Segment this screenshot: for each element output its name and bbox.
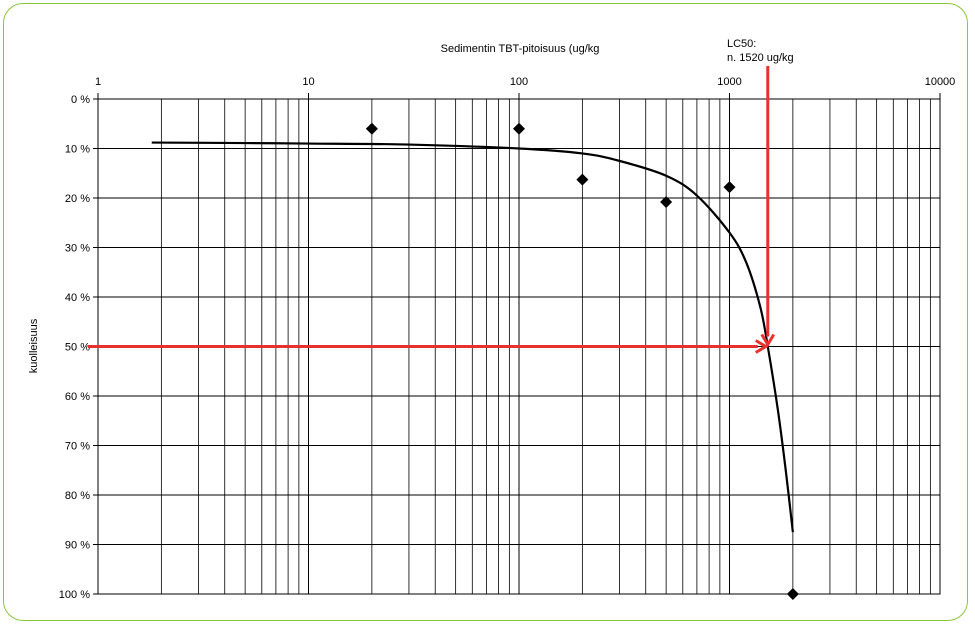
- x-tick-label: 1: [95, 76, 101, 88]
- y-tick-label: 0 %: [71, 94, 90, 106]
- y-tick-label: 40 %: [65, 292, 90, 304]
- lc50-annotation: LC50: n. 1520 ug/kg: [88, 38, 794, 353]
- y-tick-label: 70 %: [65, 441, 90, 453]
- data-point: [787, 588, 799, 600]
- x-tick-label: 10: [302, 76, 314, 88]
- x-tick-label: 100: [510, 76, 528, 88]
- y-tick-label: 30 %: [65, 243, 90, 255]
- data-point: [576, 174, 588, 186]
- x-tick-label: 10000: [925, 76, 956, 88]
- y-tick-label: 90 %: [65, 540, 90, 552]
- y-tick-labels: 0 % 10 % 20 % 30 % 40 % 50 % 60 % 70 % 80 % 90 % 1…: [59, 94, 90, 601]
- x-tick-label: 1000: [717, 76, 741, 88]
- y-tick-label: 20 %: [65, 193, 90, 205]
- y-tick-label: 10 %: [65, 144, 90, 156]
- x-tick-labels: 1 10 100 1000 10000: [95, 76, 955, 99]
- y-tick-label: 60 %: [65, 391, 90, 403]
- y-tick-label: 80 %: [65, 490, 90, 502]
- y-axis-title: kuolleisuus: [28, 318, 40, 373]
- data-point: [366, 123, 378, 135]
- lc50-label-line1: LC50:: [727, 38, 756, 50]
- data-point: [513, 123, 525, 135]
- data-point: [724, 181, 736, 193]
- lc50-label-line2: n. 1520 ug/kg: [727, 52, 794, 64]
- x-axis-title: Sedimentin TBT-pitoisuus (ug/kg: [441, 43, 600, 55]
- y-tick-label: 50 %: [65, 342, 90, 354]
- y-tick-label: 100 %: [59, 589, 90, 601]
